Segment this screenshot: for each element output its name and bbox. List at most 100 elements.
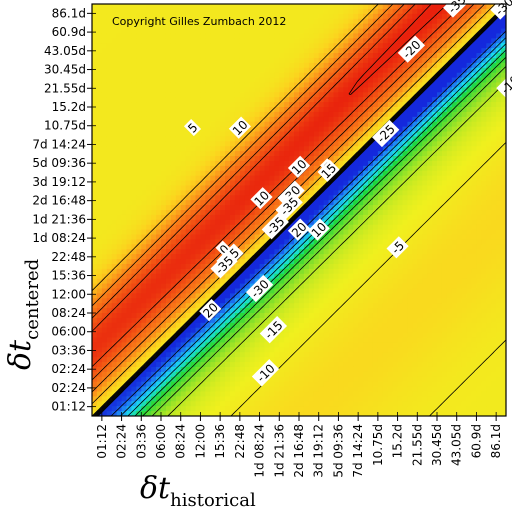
heatmap-cell	[126, 200, 133, 206]
heatmap-cell	[323, 244, 330, 250]
heatmap-cell	[284, 82, 290, 88]
heatmap-cell	[363, 263, 369, 270]
heatmap-cell	[146, 214, 152, 221]
heatmap-cell	[180, 366, 187, 373]
heatmap-cell	[195, 38, 202, 44]
heatmap-cell	[111, 146, 118, 152]
heatmap-cell	[126, 391, 133, 397]
heatmap-cell	[239, 205, 246, 211]
heatmap-cell	[363, 97, 369, 103]
heatmap-cell	[259, 337, 266, 344]
heatmap-cell	[269, 62, 275, 69]
heatmap-cell	[343, 219, 349, 226]
heatmap-cell	[264, 13, 271, 20]
heatmap-cell	[363, 396, 369, 402]
heatmap-cell	[170, 185, 177, 191]
heatmap-cell	[279, 175, 285, 182]
heatmap-cell	[156, 391, 162, 397]
heatmap-cell	[333, 347, 340, 353]
heatmap-cell	[116, 107, 123, 113]
heatmap-cell	[299, 313, 305, 319]
heatmap-cell	[116, 366, 123, 373]
heatmap-cell	[234, 87, 241, 93]
heatmap-cell	[190, 57, 197, 64]
heatmap-cell	[225, 38, 231, 44]
heatmap-cell	[131, 180, 137, 187]
heatmap-cell	[96, 239, 103, 245]
heatmap-cell	[175, 224, 182, 231]
heatmap-cell	[284, 136, 290, 142]
heatmap-cell	[353, 48, 359, 54]
heatmap-cell	[210, 156, 216, 162]
heatmap-cell	[289, 317, 295, 324]
heatmap-cell	[200, 342, 206, 348]
heatmap-cell	[175, 357, 182, 363]
heatmap-cell	[225, 239, 231, 245]
heatmap-cell	[333, 82, 340, 88]
heatmap-cell	[131, 43, 137, 49]
heatmap-cell	[333, 160, 340, 167]
heatmap-cell	[180, 249, 187, 255]
heatmap-cell	[289, 131, 295, 138]
heatmap-cell	[269, 102, 275, 108]
heatmap-cell	[161, 278, 167, 285]
heatmap-cell	[363, 283, 369, 290]
heatmap-cell	[126, 224, 133, 231]
heatmap-cell	[116, 92, 123, 98]
heatmap-cell	[353, 160, 359, 167]
heatmap-cell	[141, 156, 147, 162]
heatmap-cell	[215, 18, 221, 25]
heatmap-cell	[136, 254, 142, 260]
heatmap-cell	[299, 43, 305, 49]
heatmap-cell	[101, 18, 108, 25]
heatmap-cell	[323, 396, 330, 402]
heatmap-cell	[126, 293, 133, 299]
heatmap-cell	[299, 214, 305, 221]
heatmap-cell	[353, 180, 359, 187]
heatmap-cell	[239, 151, 246, 157]
heatmap-cell	[175, 82, 182, 88]
heatmap-cell	[348, 165, 354, 172]
heatmap-cell	[239, 411, 246, 416]
heatmap-cell	[328, 391, 335, 397]
heatmap-cell	[121, 131, 128, 138]
heatmap-cell	[101, 259, 108, 265]
heatmap-cell	[111, 121, 118, 128]
heatmap-cell	[284, 396, 290, 402]
heatmap-cell	[230, 396, 236, 402]
heatmap-cell	[180, 13, 187, 20]
heatmap-cell	[303, 278, 310, 285]
heatmap-cell	[343, 244, 349, 250]
heatmap-cell	[131, 72, 137, 79]
heatmap-cell	[274, 342, 280, 348]
heatmap-cell	[313, 273, 320, 280]
heatmap-cell	[333, 38, 340, 44]
heatmap-cell	[225, 160, 231, 167]
heatmap-cell	[96, 111, 103, 118]
heatmap-cell	[343, 366, 349, 373]
heatmap-cell	[279, 200, 285, 206]
heatmap-cell	[377, 244, 384, 250]
heatmap-cell	[353, 214, 359, 221]
heatmap-cell	[308, 136, 315, 142]
heatmap-cell	[156, 107, 162, 113]
heatmap-cell	[165, 107, 172, 113]
heatmap-cell	[303, 151, 310, 157]
heatmap-cell	[195, 185, 202, 191]
heatmap-cell	[180, 175, 187, 182]
heatmap-cell	[116, 263, 123, 270]
heatmap-cell	[318, 386, 325, 393]
heatmap-cell	[382, 151, 389, 157]
heatmap-cell	[234, 234, 241, 241]
heatmap-cell	[239, 8, 246, 15]
heatmap-cell	[274, 180, 280, 187]
heatmap-cell	[101, 288, 108, 294]
heatmap-cell	[136, 72, 142, 79]
heatmap-cell	[284, 411, 290, 416]
heatmap-cell	[377, 121, 384, 128]
heatmap-cell	[170, 273, 177, 280]
heatmap-cell	[210, 411, 216, 416]
heatmap-cell	[363, 62, 369, 69]
heatmap-cell	[170, 160, 177, 167]
heatmap-cell	[313, 126, 320, 133]
